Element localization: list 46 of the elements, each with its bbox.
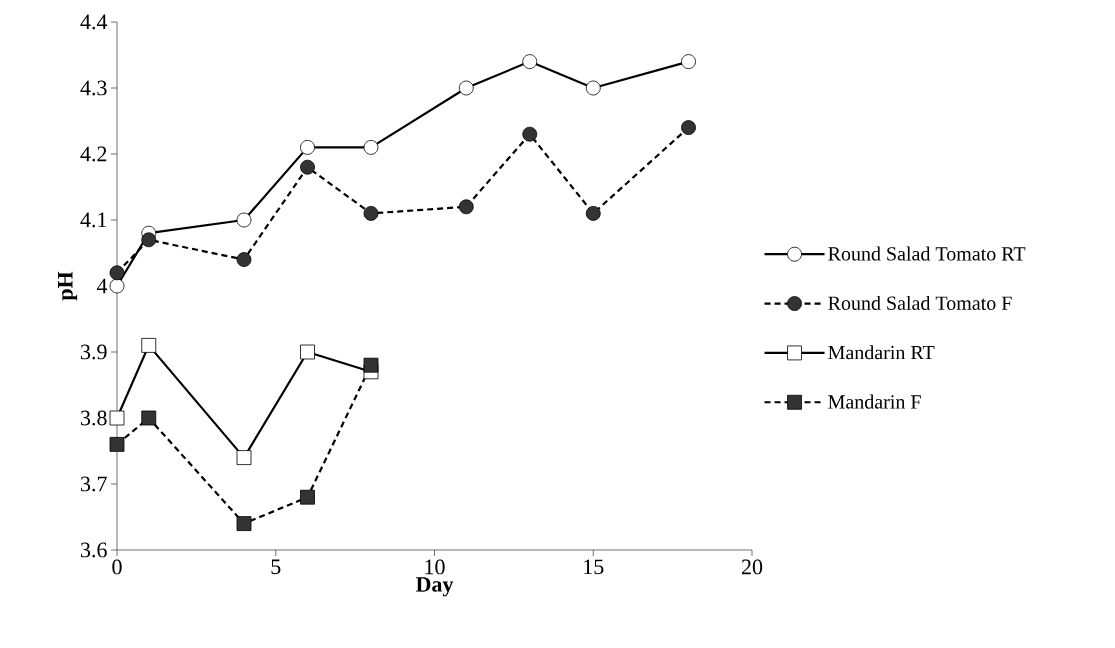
point [300, 489, 315, 505]
x-axis-title: Day [415, 577, 454, 597]
point [363, 206, 379, 221]
y-tick-label: 4 [96, 278, 108, 294]
x-tick-label: 5 [271, 559, 281, 575]
y-tick-label: 4.3 [80, 80, 107, 96]
point [300, 344, 315, 360]
legend-label: Round Salad Tomato RT [828, 246, 1026, 261]
point [141, 232, 157, 248]
point [585, 206, 601, 221]
x-tick-label: 0 [112, 559, 122, 575]
point [522, 126, 538, 142]
point [681, 54, 696, 70]
y-tick-label: 3.8 [81, 410, 107, 426]
legend-label: Mandarin RT [828, 345, 935, 360]
point [109, 410, 125, 426]
point [300, 159, 315, 175]
y-axis-title: pH [58, 271, 78, 301]
point [585, 80, 601, 96]
x-tick-label: 20 [741, 559, 763, 575]
y-tick-label: 3.9 [81, 344, 107, 360]
legend-label: Mandarin F [828, 394, 921, 409]
point [363, 357, 379, 373]
point [141, 338, 157, 353]
point [458, 80, 474, 96]
point [109, 437, 125, 452]
point [109, 265, 125, 281]
point [363, 140, 379, 155]
point [681, 120, 696, 135]
point [236, 212, 252, 228]
legend-label: Round Salad Tomato F [828, 295, 1012, 310]
point [522, 54, 538, 70]
y-tick-label: 3.7 [81, 476, 107, 492]
y-tick-label: 4.1 [80, 212, 107, 228]
x-tick-label: 15 [584, 559, 604, 575]
y-tick-label: 4.2 [80, 146, 107, 162]
point [141, 410, 157, 426]
y-tick-label: 3.6 [81, 542, 107, 558]
point [300, 140, 315, 155]
x-tick-label: 10 [425, 559, 445, 575]
point [236, 450, 252, 465]
point [236, 516, 252, 531]
point [458, 199, 474, 215]
point [236, 252, 252, 267]
y-tick-label: 4.4 [80, 14, 108, 30]
point [109, 278, 125, 294]
